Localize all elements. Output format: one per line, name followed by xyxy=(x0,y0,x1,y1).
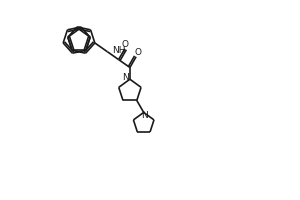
Text: O: O xyxy=(135,48,142,57)
Text: NH: NH xyxy=(112,46,126,55)
Text: N: N xyxy=(123,73,129,82)
Text: O: O xyxy=(121,40,128,49)
Text: N: N xyxy=(141,111,148,120)
